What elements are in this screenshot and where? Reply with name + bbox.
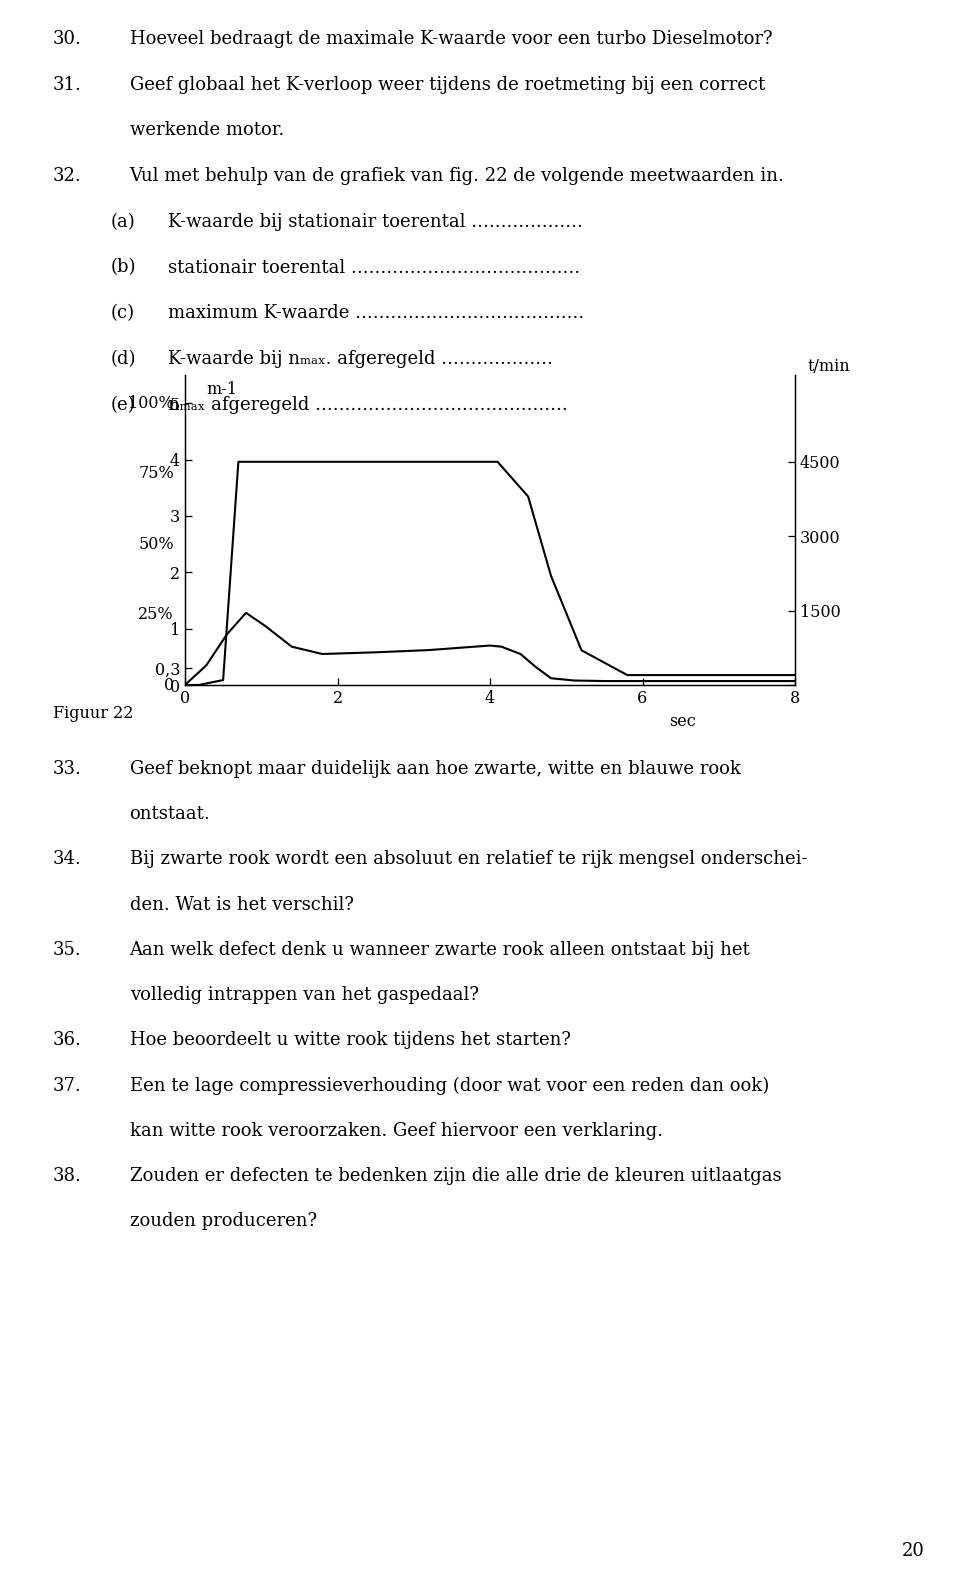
Text: volledig intrappen van het gaspedaal?: volledig intrappen van het gaspedaal? — [130, 986, 479, 1005]
Text: 33.: 33. — [53, 760, 82, 778]
Text: 25%: 25% — [138, 606, 174, 624]
Text: 34.: 34. — [53, 851, 82, 868]
Text: kan witte rook veroorzaken. Geef hiervoor een verklaring.: kan witte rook veroorzaken. Geef hiervoo… — [130, 1122, 662, 1139]
Text: (b): (b) — [110, 259, 136, 276]
Text: 75%: 75% — [138, 465, 174, 482]
Text: Geef beknopt maar duidelijk aan hoe zwarte, witte en blauwe rook: Geef beknopt maar duidelijk aan hoe zwar… — [130, 760, 740, 778]
Text: Aan welk defect denk u wanneer zwarte rook alleen ontstaat bij het: Aan welk defect denk u wanneer zwarte ro… — [130, 941, 751, 959]
Text: (d): (d) — [110, 351, 136, 368]
Text: zouden produceren?: zouden produceren? — [130, 1212, 317, 1230]
Text: Bij zwarte rook wordt een absoluut en relatief te rijk mengsel onderschei-: Bij zwarte rook wordt een absoluut en re… — [130, 851, 807, 868]
Text: K-waarde bij nₘₐₓ. afgeregeld ...................: K-waarde bij nₘₐₓ. afgeregeld ..........… — [168, 351, 553, 368]
Text: 0: 0 — [164, 676, 174, 694]
Text: (c): (c) — [110, 305, 134, 322]
Text: werkende motor.: werkende motor. — [130, 122, 284, 140]
Text: 37.: 37. — [53, 1076, 82, 1095]
Text: sec: sec — [669, 713, 696, 730]
Text: Vul met behulp van de grafiek van fig. 22 de volgende meetwaarden in.: Vul met behulp van de grafiek van fig. 2… — [130, 167, 784, 186]
Text: 35.: 35. — [53, 941, 82, 959]
Text: 50%: 50% — [138, 535, 174, 552]
Text: K-waarde bij stationair toerental ...................: K-waarde bij stationair toerental ......… — [168, 213, 583, 230]
Text: stationair toerental .......................................: stationair toerental ...................… — [168, 259, 580, 276]
Text: Zouden er defecten te bedenken zijn die alle drie de kleuren uitlaatgas: Zouden er defecten te bedenken zijn die … — [130, 1166, 781, 1185]
Text: 100%: 100% — [128, 395, 174, 411]
Text: t/min: t/min — [807, 359, 850, 375]
Text: 38.: 38. — [53, 1166, 82, 1185]
Text: m-1: m-1 — [206, 381, 237, 398]
Text: (a): (a) — [110, 213, 135, 230]
Text: nₘₐₓ afgeregeld ...........................................: nₘₐₓ afgeregeld ........................… — [168, 395, 567, 414]
Text: 32.: 32. — [53, 167, 82, 186]
Text: Hoe beoordeelt u witte rook tijdens het starten?: Hoe beoordeelt u witte rook tijdens het … — [130, 1032, 570, 1049]
Text: Een te lage compressieverhouding (door wat voor een reden dan ook): Een te lage compressieverhouding (door w… — [130, 1076, 769, 1095]
Text: 36.: 36. — [53, 1032, 82, 1049]
Text: maximum K-waarde .......................................: maximum K-waarde .......................… — [168, 305, 585, 322]
Text: Figuur 22: Figuur 22 — [53, 705, 133, 722]
Text: ontstaat.: ontstaat. — [130, 805, 210, 824]
Text: Hoeveel bedraagt de maximale K-waarde voor een turbo Dieselmotor?: Hoeveel bedraagt de maximale K-waarde vo… — [130, 30, 772, 48]
Text: 31.: 31. — [53, 76, 82, 94]
Text: 30.: 30. — [53, 30, 82, 48]
Text: Geef globaal het K-verloop weer tijdens de roetmeting bij een correct: Geef globaal het K-verloop weer tijdens … — [130, 76, 765, 94]
Text: (e): (e) — [110, 395, 135, 414]
Text: 20: 20 — [902, 1543, 925, 1560]
Text: den. Wat is het verschil?: den. Wat is het verschil? — [130, 895, 353, 914]
